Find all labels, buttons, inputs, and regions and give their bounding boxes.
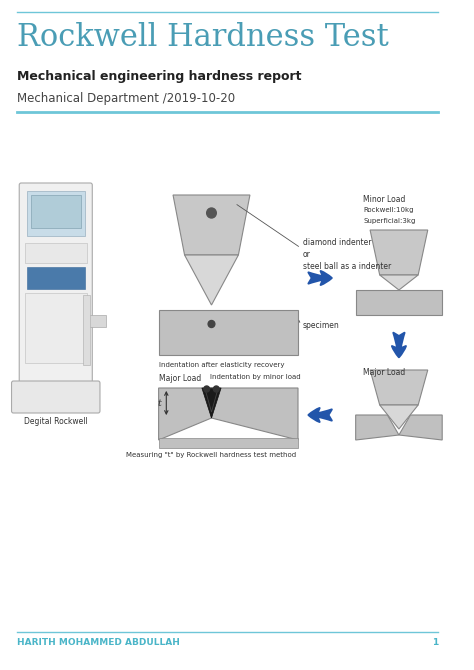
Text: steel ball as a indenter: steel ball as a indenter bbox=[303, 261, 391, 271]
FancyBboxPatch shape bbox=[11, 381, 100, 413]
Text: Rockwell Hardness Test: Rockwell Hardness Test bbox=[18, 22, 389, 53]
Circle shape bbox=[208, 320, 215, 328]
Polygon shape bbox=[173, 195, 250, 255]
Text: specimen: specimen bbox=[303, 320, 339, 330]
Text: diamond indenter: diamond indenter bbox=[303, 237, 371, 247]
Text: Degital Rockwell: Degital Rockwell bbox=[24, 417, 88, 426]
Text: HARITH MOHAMMED ABDULLAH: HARITH MOHAMMED ABDULLAH bbox=[18, 638, 180, 647]
Polygon shape bbox=[380, 405, 418, 429]
FancyBboxPatch shape bbox=[19, 183, 92, 397]
Polygon shape bbox=[356, 415, 399, 440]
Text: Measuring "t" by Rockwell hardness test method: Measuring "t" by Rockwell hardness test … bbox=[127, 452, 297, 458]
Text: Minor Load: Minor Load bbox=[364, 195, 406, 204]
Polygon shape bbox=[370, 370, 428, 405]
Circle shape bbox=[213, 386, 219, 392]
Polygon shape bbox=[159, 388, 211, 440]
Polygon shape bbox=[380, 275, 418, 290]
Polygon shape bbox=[399, 415, 442, 440]
Bar bbox=[159, 310, 298, 355]
Text: Superficial:3kg: Superficial:3kg bbox=[364, 218, 416, 224]
Text: Major Load: Major Load bbox=[364, 368, 406, 377]
Text: t: t bbox=[158, 399, 162, 407]
Bar bbox=[27, 267, 84, 289]
Polygon shape bbox=[202, 388, 221, 418]
Text: Indentation after elasticity recovery: Indentation after elasticity recovery bbox=[159, 362, 284, 368]
Bar bbox=[159, 438, 298, 448]
Bar bbox=[25, 293, 87, 363]
Bar bbox=[356, 290, 442, 315]
Bar bbox=[89, 315, 106, 327]
Bar bbox=[31, 195, 81, 228]
Text: Major Load: Major Load bbox=[159, 374, 201, 383]
Bar bbox=[27, 191, 84, 236]
Bar bbox=[25, 243, 87, 263]
Text: or: or bbox=[303, 249, 310, 259]
Text: 1: 1 bbox=[432, 638, 438, 647]
Polygon shape bbox=[211, 388, 298, 440]
Text: Indentation by minor load: Indentation by minor load bbox=[210, 374, 300, 380]
Polygon shape bbox=[184, 255, 238, 305]
Text: Mechanical Department /2019-10-20: Mechanical Department /2019-10-20 bbox=[18, 92, 236, 105]
Bar bbox=[82, 295, 91, 365]
Circle shape bbox=[207, 208, 216, 218]
Text: Rockwell:10kg: Rockwell:10kg bbox=[364, 207, 414, 213]
Polygon shape bbox=[370, 230, 428, 275]
Text: Mechanical engineering hardness report: Mechanical engineering hardness report bbox=[18, 70, 302, 83]
Circle shape bbox=[204, 386, 210, 392]
